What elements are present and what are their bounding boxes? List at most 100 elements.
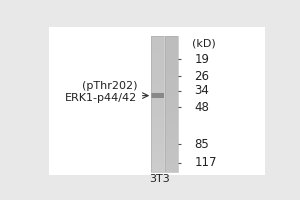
Bar [151, 39, 164, 41]
Bar [165, 144, 178, 146]
Bar [151, 75, 164, 77]
Bar [165, 99, 178, 101]
Bar [165, 131, 178, 133]
Bar [165, 55, 178, 57]
Bar [151, 134, 164, 136]
Bar [165, 121, 178, 123]
Bar [151, 124, 164, 126]
Bar [165, 97, 178, 99]
Bar [165, 77, 178, 79]
Bar [165, 83, 178, 85]
Bar [151, 112, 164, 114]
Bar [151, 144, 164, 146]
Bar [151, 55, 164, 57]
Bar [165, 53, 178, 55]
Bar [165, 90, 178, 92]
Bar [165, 60, 178, 62]
Bar [151, 43, 164, 45]
Bar [151, 90, 164, 92]
Bar [151, 61, 164, 63]
Bar [165, 70, 178, 72]
Bar [151, 117, 164, 119]
Text: 34: 34 [194, 84, 209, 97]
Bar [165, 133, 178, 135]
Bar [165, 67, 178, 69]
Bar [151, 105, 164, 107]
Bar [151, 58, 164, 60]
Bar [151, 119, 164, 121]
Bar [151, 95, 164, 97]
Text: 117: 117 [194, 156, 217, 169]
Text: 85: 85 [194, 138, 209, 151]
Bar [151, 67, 164, 69]
Bar [165, 87, 178, 89]
Bar [151, 50, 164, 52]
Text: 26: 26 [194, 70, 209, 83]
Bar [151, 36, 164, 38]
Bar [165, 105, 178, 107]
Bar [151, 121, 164, 123]
Bar [151, 131, 164, 133]
Bar [165, 73, 178, 75]
Bar [151, 56, 164, 58]
Bar [151, 168, 164, 170]
Bar [151, 94, 164, 96]
Bar [151, 127, 164, 129]
Bar [151, 100, 164, 102]
Bar [151, 63, 164, 65]
Bar [165, 43, 178, 45]
Bar [165, 129, 178, 131]
Bar [165, 92, 178, 94]
Bar [151, 155, 164, 157]
Bar [151, 83, 164, 85]
Bar [165, 36, 178, 38]
Bar [165, 112, 178, 114]
Bar [165, 104, 178, 106]
Bar [151, 85, 164, 87]
Bar [151, 116, 164, 118]
Bar [165, 127, 178, 129]
Bar [151, 80, 164, 82]
Bar [165, 153, 178, 155]
Bar [165, 46, 178, 48]
Bar [151, 41, 164, 43]
Bar [151, 146, 164, 148]
Bar [151, 99, 164, 101]
Bar [151, 129, 164, 131]
Bar [151, 36, 164, 172]
Bar [151, 51, 164, 53]
Bar [165, 80, 178, 82]
Bar [151, 93, 164, 98]
Bar [151, 158, 164, 160]
Bar [151, 44, 164, 46]
Bar [151, 109, 164, 111]
Text: 3T3: 3T3 [149, 174, 170, 184]
Bar [165, 124, 178, 126]
Bar [165, 155, 178, 157]
Bar [165, 94, 178, 96]
Text: 48: 48 [194, 101, 209, 114]
Bar [165, 165, 178, 167]
Bar [151, 92, 164, 94]
Bar [151, 136, 164, 138]
Bar [165, 100, 178, 102]
Bar [165, 150, 178, 152]
Bar [165, 75, 178, 77]
Bar [165, 114, 178, 116]
Bar [151, 156, 164, 158]
Bar [165, 39, 178, 41]
Bar [165, 122, 178, 124]
Bar [165, 89, 178, 91]
Bar [151, 70, 164, 72]
Bar [151, 170, 164, 172]
Bar [165, 44, 178, 46]
Bar [165, 141, 178, 143]
Bar [165, 51, 178, 53]
Bar [151, 38, 164, 40]
Bar [151, 139, 164, 141]
Bar [165, 161, 178, 163]
Bar [165, 48, 178, 50]
Bar [165, 56, 178, 58]
Bar [165, 50, 178, 52]
Text: (pThr202): (pThr202) [82, 81, 137, 91]
